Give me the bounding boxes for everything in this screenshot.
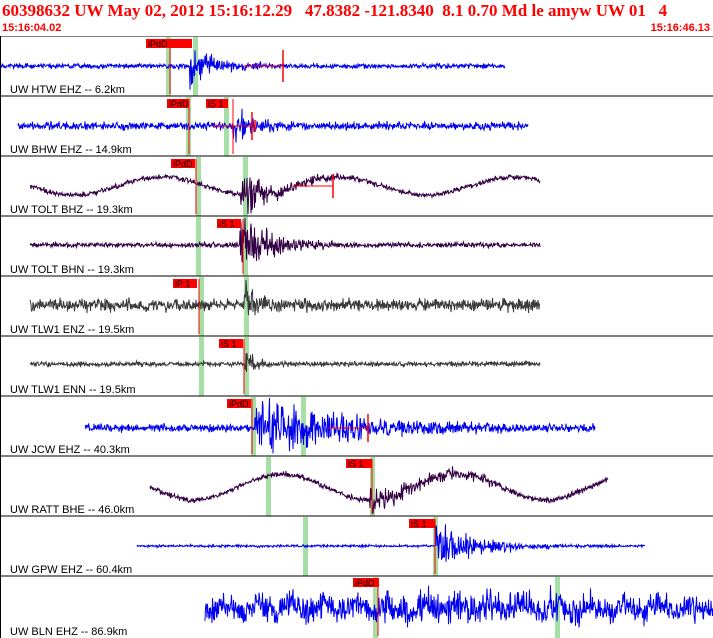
station-label: UW TOLT BHN -- 19.3km bbox=[10, 264, 134, 276]
trace-panel[interactable]: iPdD UW BLN EHZ -- 86.9km bbox=[0, 575, 713, 638]
trace-panel[interactable]: iS 1 UW GPW EHZ -- 60.4km bbox=[0, 515, 713, 576]
trace-panel[interactable]: iS 1 UW TLW1 ENN -- 19.5km bbox=[0, 335, 713, 396]
pick-window bbox=[373, 577, 378, 638]
pick-label: iS 1 bbox=[348, 459, 364, 469]
waveform-trace bbox=[29, 279, 541, 316]
waveform-trace bbox=[29, 353, 541, 373]
trace-panel[interactable]: iS 1 UW RATT BHE -- 46.0km bbox=[0, 455, 713, 516]
pick-label: iPdD bbox=[355, 578, 375, 588]
end-time: 15:16:46.13 bbox=[650, 22, 710, 34]
pick-window bbox=[266, 457, 271, 516]
waveform-trace bbox=[0, 50, 506, 90]
waveform-trace bbox=[84, 397, 596, 454]
event-title: 60398632 UW May 02, 2012 15:16:12.29 47.… bbox=[2, 1, 668, 20]
pick-flag[interactable] bbox=[173, 279, 197, 288]
start-time: 15:16:04.02 bbox=[2, 22, 62, 34]
waveform-trace bbox=[204, 585, 713, 628]
trace-panel[interactable]: iS 1 UW TOLT BHN -- 19.3km bbox=[0, 215, 713, 276]
pick-flag[interactable] bbox=[167, 99, 189, 108]
pick-flag[interactable] bbox=[171, 159, 195, 168]
station-label: UW HTW EHZ -- 6.2km bbox=[10, 84, 125, 96]
station-label: UW RATT BHE -- 46.0km bbox=[10, 504, 134, 516]
pick-window bbox=[199, 337, 204, 396]
pick-flag[interactable] bbox=[206, 99, 228, 108]
pick-label: iPdD bbox=[169, 99, 189, 109]
waveform-trace bbox=[29, 172, 541, 215]
pick-flag[interactable] bbox=[219, 339, 243, 348]
trace-panel[interactable]: iPdD UW TOLT BHZ -- 19.3km bbox=[0, 155, 713, 216]
pick-window bbox=[251, 397, 256, 456]
station-label: UW BHW EHZ -- 14.9km bbox=[10, 144, 132, 156]
trace-panel[interactable]: iPdD UW HTW EHZ -- 6.2km bbox=[0, 36, 713, 96]
pick-flag[interactable] bbox=[346, 459, 372, 468]
pick-window bbox=[196, 157, 201, 216]
pick-label: iPdD bbox=[173, 159, 193, 169]
waveform-trace bbox=[29, 217, 541, 263]
station-label: UW TLW1 ENN -- 19.5km bbox=[10, 384, 136, 396]
pick-label: iS 1 bbox=[219, 219, 235, 229]
waveform-trace bbox=[17, 108, 529, 143]
pick-label: iS 1 bbox=[221, 339, 237, 349]
seismogram-panels[interactable]: iPdD UW HTW EHZ -- 6.2km iPdD iS 1 UW BHW EH… bbox=[0, 36, 713, 638]
pick-flag[interactable] bbox=[353, 578, 379, 587]
waveform-trace bbox=[136, 524, 645, 562]
waveform-trace bbox=[149, 466, 609, 514]
trace-panel[interactable]: iP 1 UW TLW1 ENZ -- 19.5km bbox=[0, 275, 713, 336]
pick-flag[interactable] bbox=[146, 39, 192, 48]
trace-panel[interactable]: iPdD UW JCW EHZ -- 40.3km bbox=[0, 395, 713, 456]
pick-window bbox=[244, 277, 249, 336]
pick-label: iS 1 bbox=[411, 519, 427, 529]
station-label: UW GPW EHZ -- 60.4km bbox=[10, 564, 132, 576]
station-label: UW TOLT BHZ -- 19.3km bbox=[10, 204, 133, 216]
event-header: 60398632 UW May 02, 2012 15:16:12.29 47.… bbox=[0, 0, 713, 36]
pick-label: iP 1 bbox=[175, 279, 190, 289]
pick-window bbox=[243, 157, 248, 216]
pick-label: iS 1 bbox=[208, 99, 224, 109]
pick-flag[interactable] bbox=[409, 519, 435, 528]
station-label: UW TLW1 ENZ -- 19.5km bbox=[10, 324, 134, 336]
pick-label: iPdD bbox=[229, 399, 249, 409]
pick-flag[interactable] bbox=[217, 219, 241, 228]
station-label: UW BLN EHZ -- 86.9km bbox=[10, 626, 127, 638]
trace-panel[interactable]: iPdD iS 1 UW BHW EHZ -- 14.9km bbox=[0, 95, 713, 156]
station-label: UW JCW EHZ -- 40.3km bbox=[10, 444, 130, 456]
pick-flag[interactable] bbox=[227, 399, 251, 408]
pick-label: iPdD bbox=[148, 39, 168, 49]
